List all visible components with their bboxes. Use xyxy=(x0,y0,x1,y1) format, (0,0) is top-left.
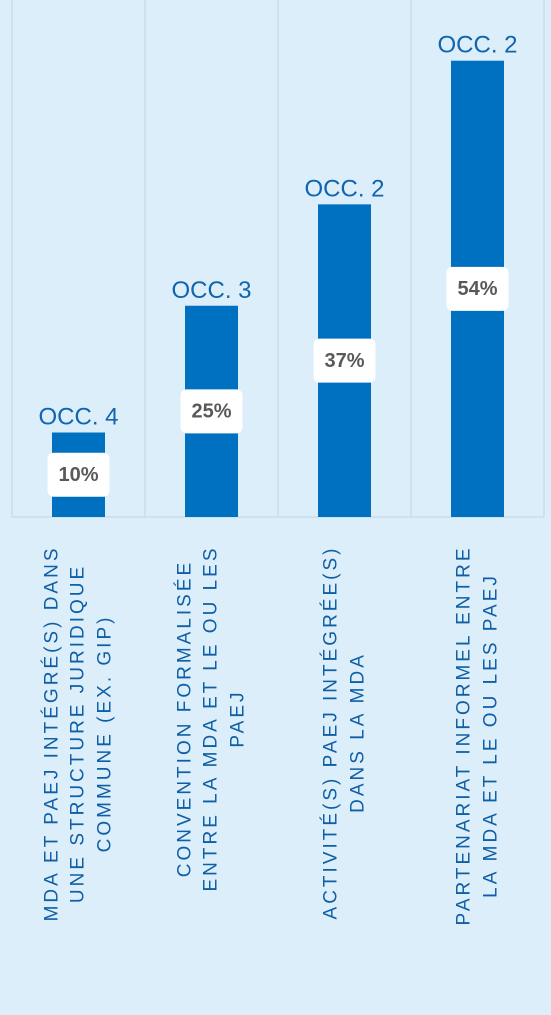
value-label: 10% xyxy=(58,464,98,486)
x-tick-label: PARTENARIAT INFORMEL ENTRE LA MDA ET LE … xyxy=(453,545,501,925)
value-label-box xyxy=(180,389,243,434)
x-tick-label: MDA ET PAEJ INTÉGRÉ(S) DANS UNE STRUCTUR… xyxy=(41,545,115,921)
value-label: 37% xyxy=(324,350,364,372)
value-label-box xyxy=(446,266,509,311)
value-label-box xyxy=(313,338,376,383)
x-tick-label-box: CONVENTION FORMALISÉE ENTRE LA MDA ET LE… xyxy=(145,545,278,1015)
annotation: OCC. 3 xyxy=(171,277,251,304)
x-tick-label: CONVENTION FORMALISÉE ENTRE LA MDA ET LE… xyxy=(174,545,248,892)
x-tick-label: ACTIVITÉ(S) PAEJ INTÉGRÉE(S) DANS LA MDA xyxy=(320,545,368,919)
annotation: OCC. 2 xyxy=(437,32,517,59)
value-label: 25% xyxy=(191,401,231,423)
x-tick-label-box: MDA ET PAEJ INTÉGRÉ(S) DANS UNE STRUCTUR… xyxy=(12,545,145,1015)
x-tick-label-box: PARTENARIAT INFORMEL ENTRE LA MDA ET LE … xyxy=(411,545,544,1015)
value-label: 54% xyxy=(457,278,497,300)
x-tick-label-box: ACTIVITÉ(S) PAEJ INTÉGRÉE(S) DANS LA MDA xyxy=(278,545,411,1015)
annotation: OCC. 2 xyxy=(304,175,384,202)
value-label-box xyxy=(47,452,110,497)
annotation: OCC. 4 xyxy=(38,404,118,431)
